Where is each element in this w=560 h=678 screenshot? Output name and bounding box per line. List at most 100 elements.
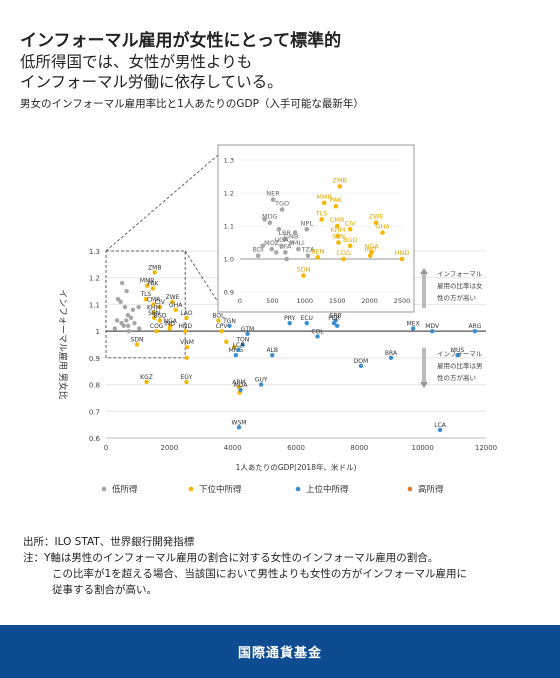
- data-point: [137, 326, 142, 331]
- inset-point-label: TZA: [301, 246, 315, 254]
- inset-point-label: BFA: [279, 242, 292, 250]
- point-label: PER: [328, 315, 340, 322]
- inset-point-label: MDG: [262, 213, 278, 221]
- data-point: [184, 355, 189, 361]
- zoom-connector-line: [105, 154, 219, 252]
- inset-data-point: [399, 256, 405, 262]
- point-label: GTM: [241, 326, 254, 333]
- inset-frame: [217, 144, 415, 313]
- inset-data-point: [341, 256, 346, 262]
- data-point: [331, 320, 337, 326]
- point-label: MDA: [234, 382, 249, 389]
- inset-data-point: [269, 246, 275, 252]
- data-point: [152, 270, 157, 275]
- inset-point-label: COG: [336, 249, 351, 257]
- data-point: [136, 304, 141, 310]
- inset-data-point: [347, 227, 353, 232]
- inset-y-tick-label: 1.3: [224, 157, 234, 165]
- y-tick-label: 1: [96, 328, 100, 336]
- inset-point-label: HND: [395, 249, 410, 257]
- data-point: [287, 320, 292, 326]
- data-point: [184, 344, 190, 350]
- inset-point-label: LBR: [278, 229, 291, 237]
- inset-data-point: [292, 230, 298, 235]
- data-point: [358, 363, 364, 369]
- data-point: [429, 328, 435, 334]
- point-label: KGZ: [140, 374, 153, 381]
- point-label: MUS: [451, 347, 465, 354]
- point-label: MNG: [229, 347, 244, 354]
- inset-data-point: [270, 197, 276, 202]
- inset-data-point: [282, 236, 288, 242]
- chart-subtitle-line1: 低所得国では、女性が男性よりも: [20, 53, 253, 71]
- data-point: [388, 355, 394, 361]
- y-tick-label: 1.2: [89, 275, 100, 283]
- inset-point-label: PAK: [330, 196, 343, 204]
- point-label: ECU: [301, 315, 313, 322]
- point-label: PAK: [147, 280, 159, 287]
- data-point: [119, 280, 125, 286]
- y-tick-label: 1.1: [89, 301, 100, 309]
- inset-point-label: SDN: [297, 266, 311, 274]
- zoom-region-box: [105, 250, 186, 359]
- data-point: [154, 328, 159, 334]
- inset-point-label: SEN: [332, 233, 345, 241]
- data-point: [150, 286, 156, 291]
- data-point: [125, 312, 131, 318]
- inset-data-point: [267, 220, 273, 225]
- arrow-head: [420, 268, 428, 274]
- x-tick-label: 6000: [287, 444, 305, 452]
- arrow-caption: 性の方が高い: [437, 293, 476, 302]
- x-tick-label: 0: [104, 444, 108, 452]
- inset-data-point: [284, 256, 289, 262]
- data-point: [121, 323, 126, 328]
- note-line-1: 注：Y軸は男性のインフォーマル雇用の割合に対する女性のインフォーマル雇用の割合。: [23, 552, 439, 564]
- point-label: DOM: [354, 358, 369, 365]
- inset-data-point: [279, 207, 285, 212]
- inset-data-point: [283, 250, 288, 255]
- inset-point-label: MOZ: [264, 239, 280, 247]
- inset-data-point: [255, 253, 261, 258]
- data-point: [126, 328, 131, 334]
- point-label: ZWE: [166, 294, 180, 301]
- inset-data-point: [296, 246, 301, 252]
- inset-point-label: BDI: [252, 246, 263, 254]
- point-label: TLS: [139, 291, 151, 298]
- point-label: NGA: [164, 318, 178, 325]
- data-point: [227, 323, 232, 328]
- arrow-caption: 性の方が高い: [437, 373, 476, 382]
- inset-data-point: [333, 203, 339, 209]
- y-axis-title: インフォーマル雇用 男女比: [57, 289, 69, 400]
- data-point: [410, 326, 416, 331]
- data-point: [232, 344, 237, 350]
- inset-data-point: [334, 223, 340, 229]
- data-point: [304, 320, 309, 326]
- inset-point-label: NER: [266, 190, 280, 198]
- arrow-caption: 雇用の比率は女: [437, 281, 483, 290]
- data-point: [437, 427, 443, 433]
- inset-data-point: [288, 240, 294, 245]
- data-point: [315, 334, 320, 339]
- point-label: CIV: [155, 299, 166, 306]
- point-label: CPV: [216, 323, 229, 330]
- inset-data-point: [273, 250, 279, 255]
- legend-swatch: [188, 486, 194, 492]
- point-label: ARG: [468, 323, 481, 330]
- inset-y-tick-label: 0.9: [224, 289, 234, 297]
- inset-point-label: IND: [364, 246, 376, 254]
- data-point: [245, 331, 250, 337]
- data-point: [216, 318, 221, 323]
- inset-data-point: [301, 273, 306, 278]
- inset-point-label: NPL: [301, 219, 314, 227]
- inset-data-point: [304, 227, 310, 232]
- x-axis-title: 1人あたりのGDP(2018年、米ドル): [236, 462, 357, 472]
- data-point: [124, 288, 129, 294]
- arrow-shaft: [422, 348, 426, 382]
- data-point: [151, 310, 157, 315]
- point-label: TON: [235, 337, 249, 344]
- zoom-connector-line: [184, 250, 219, 303]
- point-label: SRB: [330, 312, 342, 319]
- y-tick-label: 0.6: [89, 435, 101, 443]
- point-label: MDV: [425, 323, 440, 330]
- legend-label: 高所得: [418, 484, 444, 495]
